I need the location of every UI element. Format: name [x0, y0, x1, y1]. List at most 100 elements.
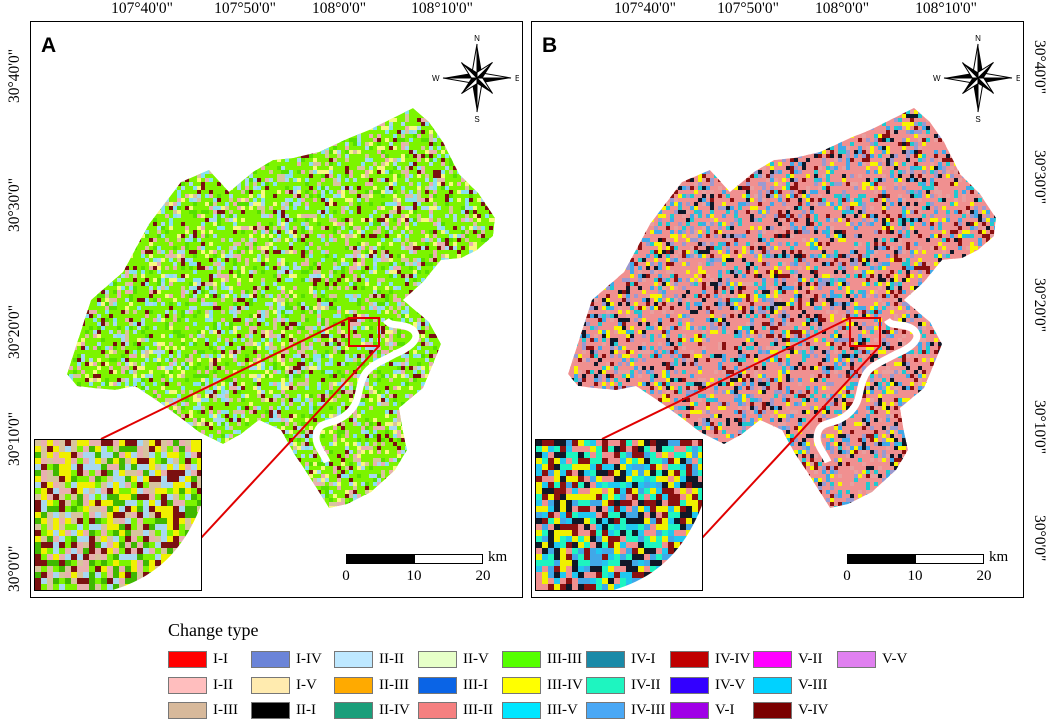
legend-item: III-III — [502, 649, 582, 669]
legend-swatch — [251, 701, 290, 719]
legend-title: Change type — [168, 620, 259, 640]
compass-w: W — [933, 74, 941, 83]
map-canvas-b — [568, 108, 996, 539]
compass-e: E — [1016, 74, 1020, 83]
scale-bar: 0 10 20 km — [342, 549, 507, 594]
legend-swatch — [586, 676, 625, 694]
legend-item: V-I — [670, 700, 734, 720]
legend-swatch — [753, 676, 792, 694]
legend-label: I-II — [213, 676, 233, 693]
legend-swatch — [586, 701, 625, 719]
longitude-label: 107°50'0" — [717, 0, 779, 17]
longitude-label: 108°10'0" — [915, 0, 977, 17]
panel-label-b: B — [542, 34, 558, 57]
legend-label: I-III — [213, 701, 238, 718]
scale-tick: 10 — [907, 568, 923, 584]
legend-swatch — [586, 650, 625, 668]
latitude-label: 30°30'0" — [1031, 150, 1048, 205]
legend-item: II-III — [334, 675, 409, 695]
legend-item: II-II — [334, 649, 404, 669]
legend-swatch — [502, 650, 541, 668]
zoom-leader-line — [100, 317, 350, 440]
legend-item: I-IV — [251, 649, 322, 669]
latitude-label: 30°20'0" — [1031, 278, 1048, 333]
map-panel-b: B N S E W 0 10 20 km — [531, 21, 1024, 598]
latitude-label: 30°10'0" — [6, 411, 23, 466]
zoom-leader-line — [601, 317, 851, 440]
north-arrow-icon: N S E W — [933, 34, 1020, 124]
zoom-leader-line — [701, 345, 881, 539]
legend-label: V-IV — [798, 701, 829, 718]
legend-swatch — [670, 650, 709, 668]
legend-label: I-I — [213, 650, 228, 667]
legend-label: II-II — [379, 650, 404, 667]
legend-label: V-III — [798, 676, 828, 693]
legend-label: IV-V — [715, 676, 746, 693]
legend-swatch — [334, 676, 373, 694]
legend-label: II-I — [296, 701, 316, 718]
legend-swatch — [418, 701, 457, 719]
latitude-label: 30°30'0" — [6, 177, 23, 232]
legend-item: IV-I — [586, 649, 655, 669]
map-panel-a: A N S E W 0 10 20 km — [30, 21, 523, 598]
legend-item: IV-II — [586, 675, 660, 695]
compass-e: E — [515, 74, 519, 83]
longitude-label: 107°40'0" — [111, 0, 173, 17]
legend-swatch — [251, 650, 290, 668]
longitude-label: 108°0'0" — [311, 0, 367, 17]
legend-swatch — [334, 650, 373, 668]
legend-item: II-V — [418, 649, 489, 669]
zoom-inset — [535, 439, 703, 591]
compass-w: W — [432, 74, 440, 83]
compass-s: S — [474, 115, 479, 124]
legend-label: III-III — [547, 650, 582, 667]
legend-label: III-I — [463, 676, 488, 693]
legend-item: II-I — [251, 700, 316, 720]
legend-label: II-III — [379, 676, 409, 693]
legend-swatch — [753, 650, 792, 668]
legend-label: IV-I — [631, 650, 656, 667]
latitude-label: 30°0'0" — [6, 545, 23, 592]
latitude-label: 30°20'0" — [6, 304, 23, 359]
zoom-extent-box — [849, 317, 881, 347]
legend-item: V-II — [753, 649, 822, 669]
legend-label: V-II — [798, 650, 823, 667]
legend-item: I-I — [168, 649, 228, 669]
legend-swatch — [837, 650, 876, 668]
legend-item: III-IV — [502, 675, 583, 695]
scale-unit: km — [488, 549, 508, 565]
zoom-extent-box — [348, 317, 380, 347]
legend-swatch — [418, 650, 457, 668]
legend-swatch — [753, 701, 792, 719]
compass-s: S — [975, 115, 980, 124]
legend-swatch — [251, 676, 290, 694]
legend-label: IV-IV — [715, 650, 751, 667]
latitude-label: 30°10'0" — [1031, 400, 1048, 455]
scale-unit: km — [989, 549, 1009, 565]
legend-swatch — [168, 650, 207, 668]
legend-item: IV-V — [670, 675, 745, 695]
legend-item: I-III — [168, 700, 238, 720]
panel-label-a: A — [41, 34, 57, 57]
map-canvas-a — [67, 108, 495, 539]
latitude-label: 30°40'0" — [6, 48, 23, 103]
legend-item: V-V — [837, 649, 907, 669]
scale-tick: 20 — [976, 568, 992, 584]
latitude-label: 30°0'0" — [1031, 515, 1048, 562]
legend-swatch — [168, 701, 207, 719]
north-arrow-icon: N S E W — [432, 34, 519, 124]
legend-swatch — [502, 676, 541, 694]
legend-label: I-V — [296, 676, 317, 693]
legend-item: II-IV — [334, 700, 410, 720]
latitude-label: 30°40'0" — [1031, 40, 1048, 95]
legend-label: IV-III — [631, 701, 666, 718]
legend-item: III-II — [418, 700, 493, 720]
legend-item: I-V — [251, 675, 317, 695]
scale-bar: 0 10 20 km — [843, 549, 1008, 594]
scale-tick: 10 — [406, 568, 422, 584]
legend-label: III-IV — [547, 676, 583, 693]
legend-label: III-V — [547, 701, 578, 718]
legend-item: I-II — [168, 675, 233, 695]
compass-n: N — [474, 34, 480, 43]
legend-label: II-IV — [379, 701, 410, 718]
